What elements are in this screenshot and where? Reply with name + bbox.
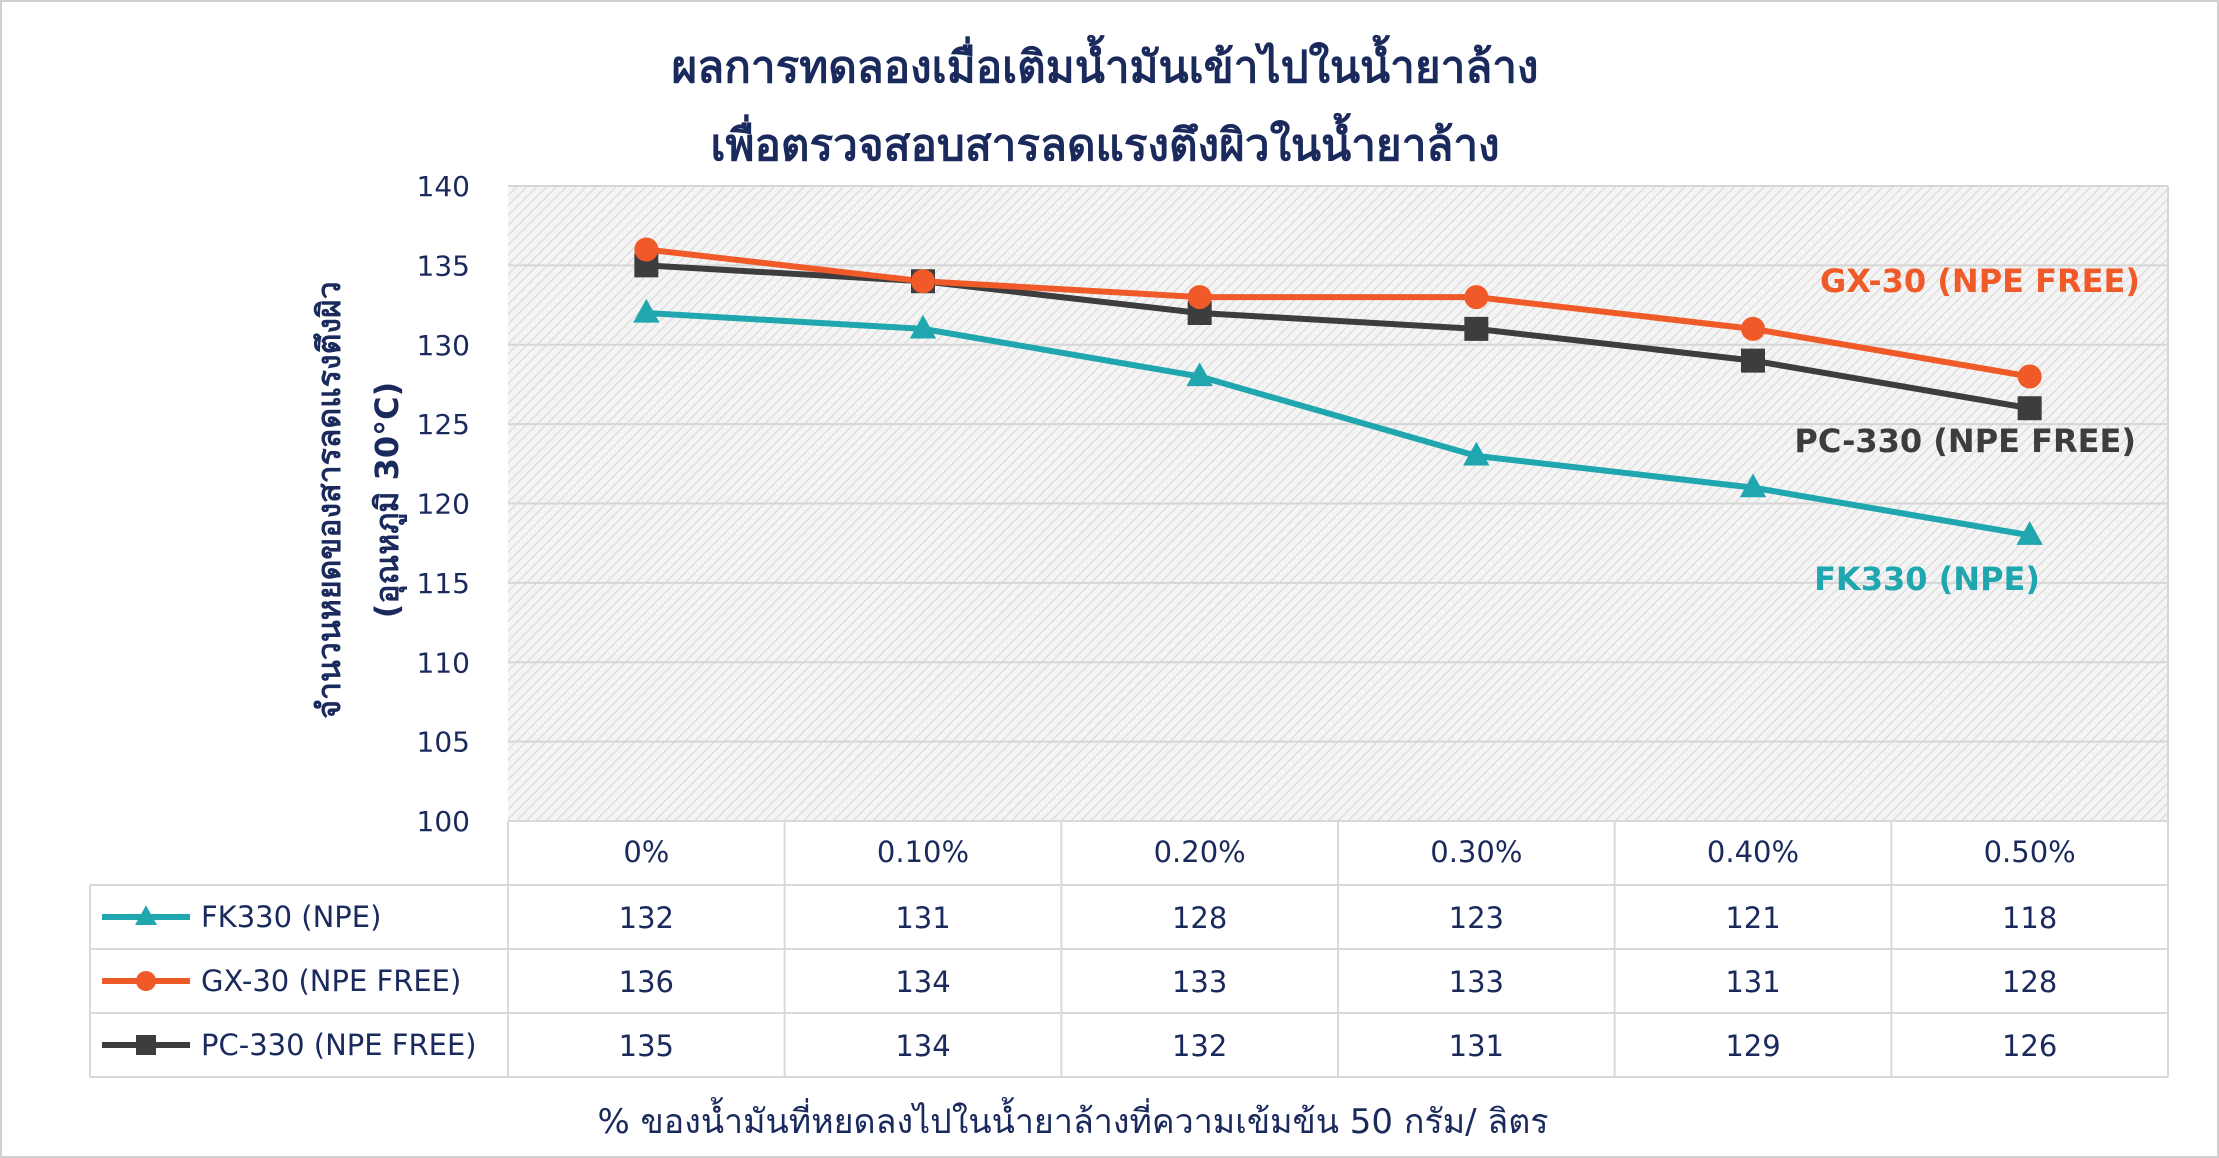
table-cell-value: 118	[2002, 901, 2057, 935]
table-cell-value: 136	[619, 965, 674, 999]
series-line	[646, 310, 2031, 539]
data-point-marker	[633, 298, 660, 323]
table-cell-value: 131	[895, 901, 950, 935]
y-tick-label: 125	[417, 408, 470, 441]
data-point-marker	[2017, 364, 2042, 389]
x-category-label: 0.10%	[877, 835, 969, 869]
legend-series-name: PC-330 (NPE FREE)	[201, 1028, 477, 1062]
x-category-label: 0.50%	[1984, 835, 2076, 869]
y-tick-label: 100	[417, 805, 470, 838]
data-point-marker	[1739, 473, 1767, 498]
y-tick-label: 115	[417, 567, 470, 600]
series-annotations: GX-30 (NPE FREE) PC-330 (NPE FREE) FK330 (…	[1794, 262, 2140, 598]
x-category-label: 0.40%	[1707, 835, 1799, 869]
table-cell-value: 129	[1725, 1029, 1780, 1063]
y-tick-label: 140	[417, 170, 470, 203]
data-point-marker	[634, 237, 659, 262]
legend-key-marker	[135, 905, 157, 925]
table-cell-value: 134	[895, 965, 950, 999]
data-point-marker	[1187, 285, 1212, 310]
table-cell-value: 132	[619, 901, 674, 935]
data-point-marker	[1741, 348, 1765, 373]
table-cell-value: 132	[1172, 1029, 1227, 1063]
data-point-marker	[1741, 316, 1765, 341]
chart-title-line-1: ผลการทดลองเมื่อเติมน้ำมันเข้าไปในน้ำยาล้…	[671, 34, 1538, 93]
x-category-label: 0.30%	[1430, 835, 1522, 869]
legend-series-name: GX-30 (NPE FREE)	[201, 964, 461, 998]
y-tick-label: 105	[417, 726, 470, 759]
table-cell-value: 128	[1172, 901, 1227, 935]
series-lines	[645, 246, 2031, 539]
table-cell-value: 133	[1172, 965, 1227, 999]
table-cell-value: 133	[1449, 965, 1504, 999]
x-category-label: 0.20%	[1154, 835, 1246, 869]
y-tick-labels: 100 105 110 115 120 125 130 135 140	[417, 170, 470, 838]
y-tick-label: 130	[417, 329, 470, 362]
table-cell-value: 128	[2002, 965, 2057, 999]
y-tick-label: 110	[417, 646, 470, 679]
legend-key-marker	[136, 1035, 156, 1055]
y-tick-label: 135	[417, 249, 470, 282]
y-axis-label-line-2: (อุณหภูมิ 30°C)	[368, 382, 408, 619]
table-cell-value: 121	[1725, 901, 1780, 935]
table-cell-value: 131	[1449, 1029, 1504, 1063]
series-annotation: GX-30 (NPE FREE)	[1820, 262, 2140, 300]
table-cell-value: 123	[1449, 901, 1504, 935]
series-markers	[633, 237, 2043, 545]
legend-key-marker	[136, 971, 156, 991]
series-line	[645, 246, 2031, 380]
data-point-marker	[2017, 396, 2042, 421]
table-cell-value: 131	[1725, 965, 1780, 999]
y-axis-label-line-1: จำนวนหยดของสารลดแรงตึงผิว	[310, 281, 348, 718]
y-tick-label: 120	[417, 488, 470, 521]
x-axis-label: % ของน้ำมันที่หยดลงไปในน้ำยาล้างที่ความเ…	[597, 1097, 1548, 1142]
table-cell-value: 135	[619, 1029, 674, 1063]
data-point-marker	[1464, 316, 1489, 341]
series-annotation: FK330 (NPE)	[1814, 560, 2040, 598]
x-category-label: 0%	[623, 835, 669, 869]
table-cell-value: 126	[2002, 1029, 2057, 1063]
data-point-marker	[2016, 521, 2043, 545]
data-point-marker	[1186, 362, 1213, 387]
table-cell-value: 134	[895, 1029, 950, 1063]
data-point-marker	[911, 269, 935, 294]
data-point-marker	[1464, 285, 1489, 310]
series-annotation: PC-330 (NPE FREE)	[1794, 422, 2136, 460]
chart-title-line-2: เพื่อตรวจสอบสารลดแรงตึงผิวในน้ำยาล้าง	[710, 112, 1499, 171]
data-point-marker	[909, 314, 937, 339]
legend-series-name: FK330 (NPE)	[201, 900, 381, 934]
data-table: 0% 0.10% 0.20% 0.30% 0.40% 0.50% FK330 (NPE) 13…	[89, 820, 2169, 1078]
data-point-marker	[1463, 441, 1490, 466]
